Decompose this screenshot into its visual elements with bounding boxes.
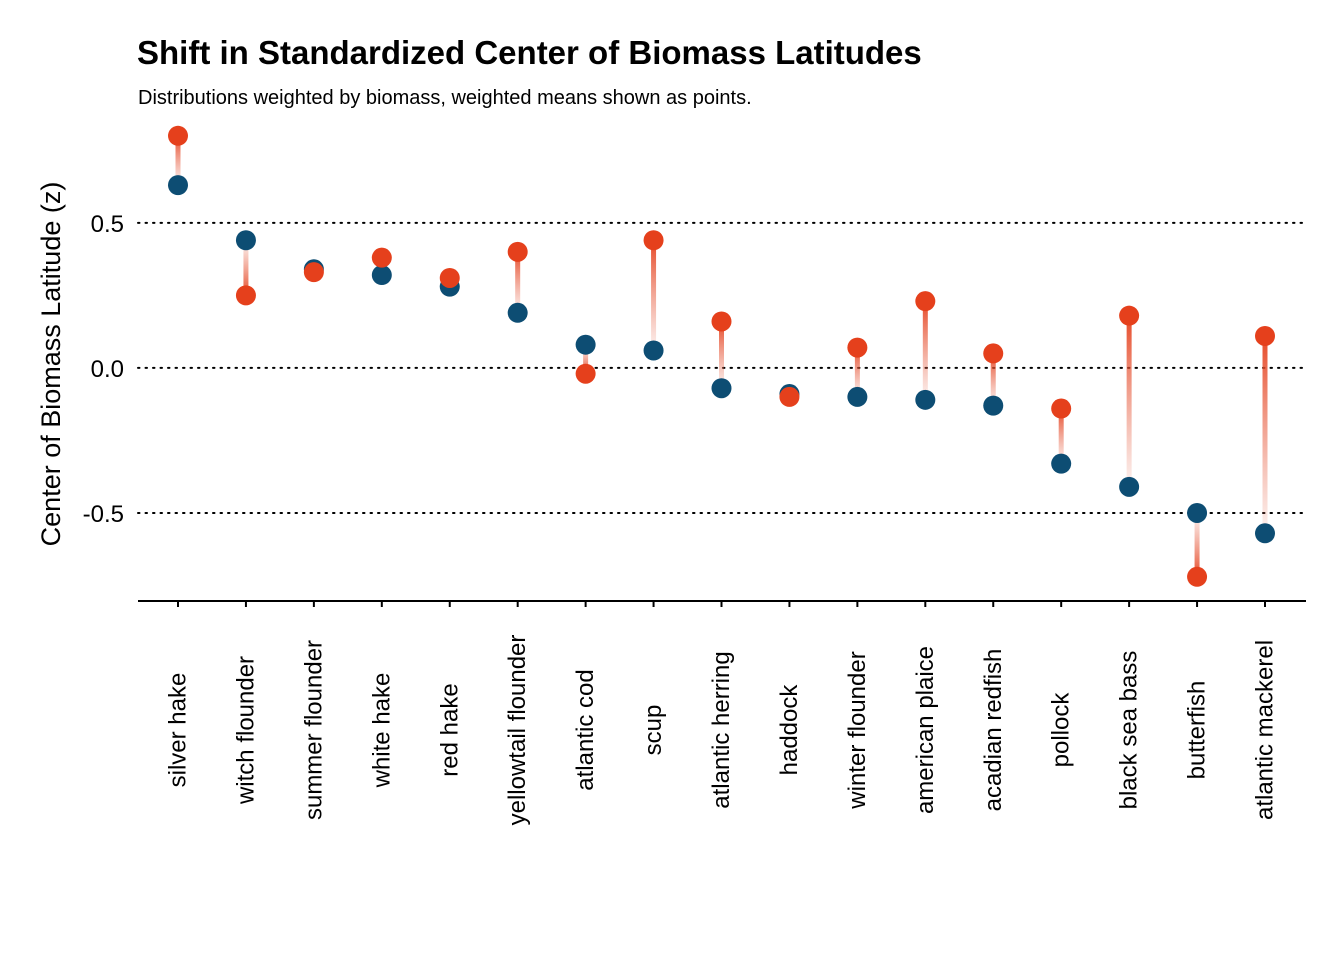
x-tick-label: american plaice: [912, 646, 939, 814]
shift-segment: [651, 240, 657, 351]
start-point: [1187, 502, 1208, 523]
shift-segment: [1126, 315, 1132, 487]
shift-segment: [1262, 335, 1268, 534]
chart-title: Shift in Standardized Center of Biomass …: [137, 34, 922, 71]
start-point: [507, 302, 528, 323]
end-point: [711, 311, 732, 332]
end-point: [575, 363, 596, 384]
start-point: [1051, 453, 1072, 474]
x-tick-label: acadian redfish: [980, 649, 1007, 812]
start-point: [575, 334, 596, 355]
end-point: [371, 247, 392, 268]
x-tick-label: atlantic mackerel: [1252, 640, 1279, 820]
x-tick-label: atlantic herring: [708, 651, 735, 808]
x-tick-label: white hake: [368, 673, 395, 789]
end-point: [779, 386, 800, 407]
y-tick-label: 0.5: [91, 211, 124, 238]
y-axis-title: Center of Biomass Latitude (z): [36, 182, 66, 547]
end-point: [983, 343, 1004, 364]
x-tick-label: red hake: [436, 683, 463, 776]
x-tick-label: winter flounder: [844, 651, 871, 809]
end-point: [1187, 566, 1208, 587]
shift-segment: [1194, 512, 1200, 577]
x-tick-label: black sea bass: [1116, 651, 1143, 810]
end-point: [1255, 325, 1275, 346]
start-point: [235, 230, 256, 251]
end-point: [847, 337, 868, 358]
start-point: [1119, 476, 1140, 497]
start-point: [847, 386, 868, 407]
end-point: [168, 125, 188, 146]
x-tick-labels: silver hake witch flounder summer flounder…: [165, 635, 1279, 826]
end-point: [643, 230, 664, 251]
data-points: [168, 125, 1275, 587]
y-tick-labels: 0.5 0.0 -0.5: [83, 211, 124, 528]
x-tick-label: atlantic cod: [572, 669, 599, 790]
start-point: [168, 175, 188, 196]
start-point: [371, 265, 392, 286]
end-point: [1119, 305, 1140, 326]
start-point: [643, 340, 664, 361]
x-tick-label: butterfish: [1184, 681, 1211, 780]
x-tick-label: haddock: [776, 684, 803, 776]
x-tick-label: scup: [640, 705, 667, 756]
shift-segment: [515, 251, 521, 313]
start-point: [1255, 523, 1275, 544]
end-point: [1051, 398, 1072, 419]
shift-segment: [1058, 408, 1064, 464]
start-point: [915, 389, 936, 410]
chart-subtitle: Distributions weighted by biomass, weigh…: [138, 87, 752, 109]
end-point: [915, 291, 936, 312]
x-tick-label: silver hake: [165, 673, 192, 788]
y-tick-label: 0.0: [91, 356, 124, 383]
x-tick-label: yellowtail flounder: [504, 635, 531, 826]
x-axis: [138, 600, 1306, 607]
shift-segment: [990, 353, 996, 406]
x-tick-label: summer flounder: [300, 640, 327, 820]
end-point: [439, 267, 460, 288]
shift-segment: [243, 240, 249, 296]
shift-segment: [175, 135, 181, 186]
shift-segment: [583, 344, 589, 374]
end-point: [235, 285, 256, 306]
start-point: [711, 378, 732, 399]
x-tick-label: witch flounder: [232, 656, 259, 805]
start-point: [983, 395, 1004, 416]
shift-segment: [719, 321, 724, 389]
shift-segment: [922, 301, 928, 400]
end-point: [507, 241, 528, 262]
end-point: [303, 262, 324, 283]
y-tick-label: -0.5: [83, 501, 124, 528]
shift-segment: [854, 347, 860, 397]
shift-segments: [175, 135, 1268, 577]
x-tick-label: pollock: [1048, 692, 1075, 768]
